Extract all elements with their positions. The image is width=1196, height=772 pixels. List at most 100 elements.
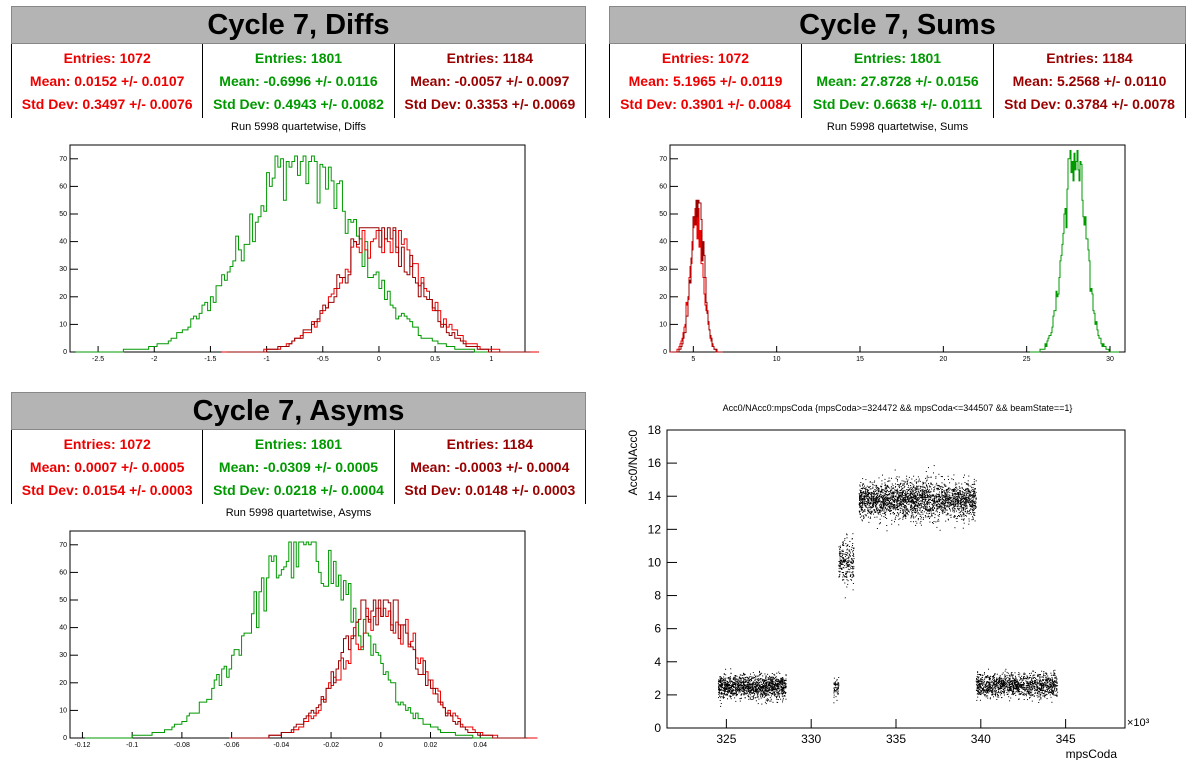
data-point [781,678,783,680]
data-point [901,487,903,489]
data-point [942,511,944,513]
data-point [876,528,878,529]
data-point [938,487,939,489]
data-point [972,489,974,491]
data-point [942,510,944,512]
data-point [897,515,899,517]
data-point [1026,683,1028,685]
data-point [924,487,926,488]
data-point [774,686,776,688]
data-point [766,693,768,695]
data-point [921,503,923,505]
data-point [953,507,955,509]
data-point [773,673,775,675]
data-point [966,488,967,490]
data-point [994,674,996,676]
data-point [1037,691,1039,693]
data-point [863,498,865,500]
data-point [735,687,736,689]
data-point [929,509,930,511]
sums-stats-darkred: Entries: 1184 Mean: 5.2568 +/- 0.0110 St… [994,44,1185,118]
data-point [952,500,954,502]
data-point [948,499,949,501]
data-point [938,493,940,495]
asyms-stats-green: Entries: 1801 Mean: -0.0309 +/- 0.0005 S… [203,430,395,504]
data-point [925,482,927,484]
data-point [846,562,848,564]
data-point [896,491,898,493]
data-point [939,504,941,506]
data-point [990,682,992,684]
data-point [841,555,843,556]
data-point [998,688,1000,690]
data-point [928,492,930,494]
data-point [758,689,760,691]
data-point [761,680,763,682]
data-point [958,503,960,505]
data-point [891,495,893,497]
data-point [778,683,780,685]
data-point [847,565,849,567]
data-point [721,688,722,690]
data-point [735,691,737,692]
data-point [919,496,921,498]
data-point [773,691,775,693]
data-point [930,497,932,499]
data-point [881,490,883,492]
data-point [719,676,721,678]
data-point [776,684,777,686]
data-point [722,681,724,683]
data-point [765,694,767,696]
data-point [880,490,882,492]
data-point [976,676,978,678]
data-point [997,679,998,681]
data-point [913,509,915,511]
data-point [954,493,956,495]
data-point [898,486,900,488]
data-point [947,475,949,477]
data-point [882,505,884,507]
data-point [963,497,965,499]
data-point [921,516,923,518]
data-point [963,501,965,503]
data-point [917,498,919,500]
data-point [719,685,721,687]
data-point [850,565,852,567]
data-point [960,504,962,506]
entries-label: Entries: 1801 [254,436,343,453]
data-point [927,498,929,500]
data-point [945,494,947,496]
data-point [871,502,873,504]
data-point [949,508,951,510]
data-point [940,508,942,510]
data-point [887,496,889,498]
data-point [859,506,860,508]
data-point [728,695,730,697]
data-point [741,685,743,687]
data-point [846,549,848,551]
data-point [723,689,725,691]
data-point [839,553,841,555]
data-point [777,699,779,700]
data-point [865,505,867,506]
data-point [862,505,864,507]
data-point [946,505,948,507]
data-point [982,675,984,676]
data-point [784,680,786,681]
data-point [921,506,923,508]
data-point [889,498,891,500]
data-point [858,503,860,505]
data-point [747,686,749,688]
data-point [934,496,935,498]
data-point [757,679,759,681]
data-point [973,514,975,515]
x-tick-label: -1.5 [204,356,216,363]
data-point [910,507,912,509]
data-point [910,521,912,523]
data-point [724,688,726,690]
data-point [962,514,964,516]
data-point [982,692,984,694]
data-point [961,486,963,488]
data-point [720,676,722,678]
data-point [732,681,733,683]
